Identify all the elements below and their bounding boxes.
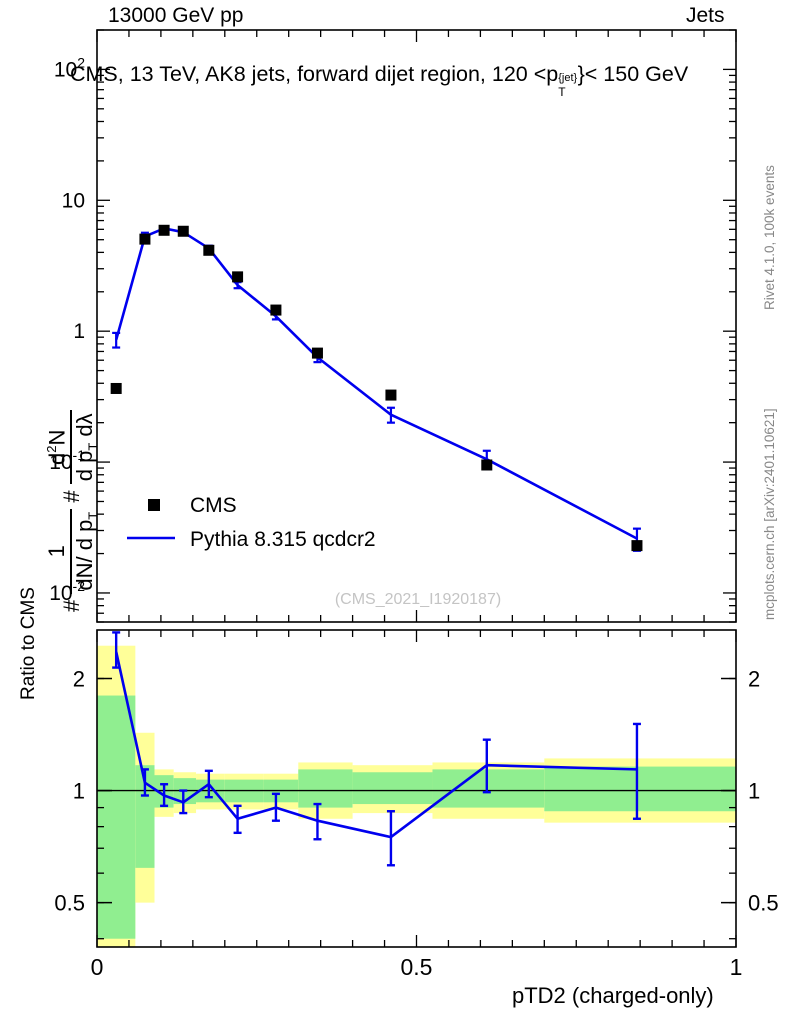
ratio-uncertainty-band-inner xyxy=(352,772,433,805)
ratio-uncertainty-band-inner xyxy=(432,769,545,808)
x-axis-label: pTD2 (charged-only) xyxy=(512,983,714,1008)
legend-marker-cms xyxy=(148,499,160,511)
ratio-y-tick-label: 2 xyxy=(73,667,85,692)
cms-data-marker xyxy=(232,271,244,283)
main-y-tick-label: 10 xyxy=(62,189,85,212)
x-tick-label: 0 xyxy=(91,954,104,980)
cms-data-marker xyxy=(203,244,215,256)
cms-data-marker xyxy=(158,224,170,236)
cms-data-marker xyxy=(311,347,323,359)
legend-label-pythia: Pythia 8.315 qcdcr2 xyxy=(190,528,376,551)
ratio-uncertainty-band-inner xyxy=(544,766,736,812)
ratio-y-tick-label-right: 1 xyxy=(748,779,760,804)
cms-data-marker xyxy=(139,233,151,245)
ratio-uncertainty-band-inner xyxy=(97,695,136,939)
y-axis-label-ratio: Ratio to CMS xyxy=(18,587,131,722)
cms-data-marker xyxy=(270,304,282,316)
main-y-tick-label: 1 xyxy=(73,320,85,343)
ratio-y-tick-label: 1 xyxy=(73,779,85,804)
ratio-y-tick-label-right: 0.5 xyxy=(748,891,779,916)
plot-title-superscript: {jet} xyxy=(558,71,578,84)
legend-label-cms: CMS xyxy=(190,494,237,517)
plot-title-main: CMS, 13 TeV, AK8 jets, forward dijet reg… xyxy=(70,62,559,86)
x-tick-label: 1 xyxy=(730,954,743,980)
cms-data-marker xyxy=(481,459,493,471)
ratio-y-tick-label-right: 2 xyxy=(748,667,760,692)
ratio-y-tick-label: 0.5 xyxy=(54,891,85,916)
cms-data-marker xyxy=(631,540,643,552)
y-axis-label-main: # 1 dN/ d pT # d2N d pT dλ xyxy=(0,0,101,620)
y-axis-label-ratio-text: Ratio to CMS xyxy=(18,587,39,700)
analysis-id-watermark: (CMS_2021_I1920187) xyxy=(335,591,501,608)
ratio-uncertainty-band-inner xyxy=(298,769,353,808)
header-analysis-category: Jets xyxy=(686,4,725,27)
plot-title-subscript: T xyxy=(558,85,566,100)
cms-data-marker xyxy=(110,382,122,394)
plot-title: CMS, 13 TeV, AK8 jets, forward dijet reg… xyxy=(70,62,689,98)
cms-data-marker xyxy=(385,389,397,401)
header-collision-energy: 13000 GeV pp xyxy=(108,4,244,27)
mc-prediction-line xyxy=(114,227,638,540)
side-note-mcplots-text: mcplots.cern.ch [arXiv:2401.10621] xyxy=(762,408,777,620)
cms-data-marker xyxy=(177,225,189,237)
plot-title-tail: }< 150 GeV xyxy=(577,62,689,86)
x-tick-label: 0.5 xyxy=(401,954,433,980)
side-note-rivet-text: Rivet 4.1.0, 100k events xyxy=(762,165,777,310)
